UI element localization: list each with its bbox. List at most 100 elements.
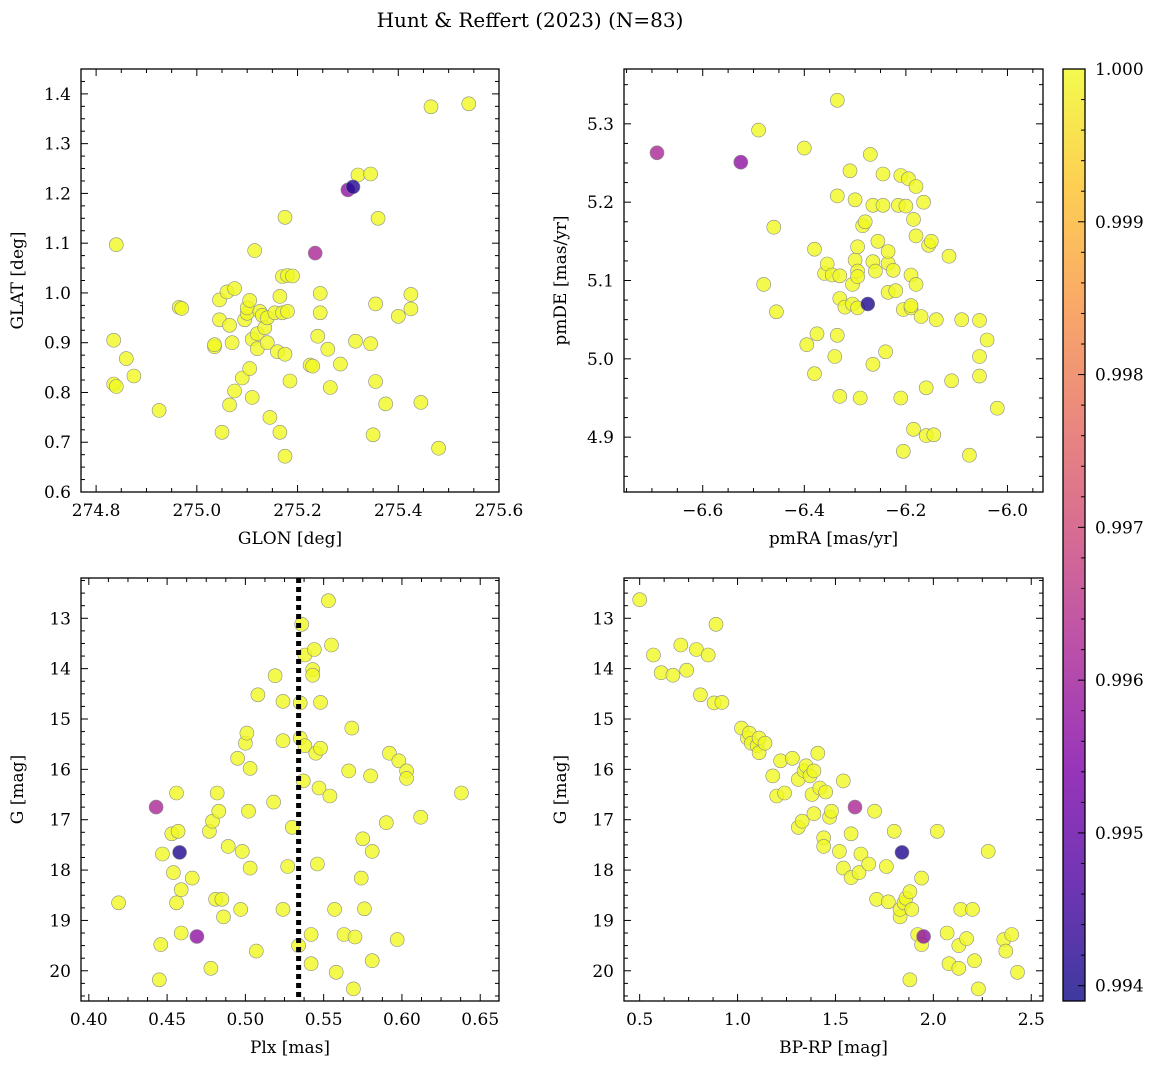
scatter-point <box>277 448 293 464</box>
scatter-point <box>923 234 939 249</box>
x-axis-label: pmRA [mas/yr] <box>769 529 898 549</box>
scatter-point <box>275 902 291 917</box>
scatter-point <box>327 902 342 917</box>
scatter-point <box>908 179 924 194</box>
scatter-point <box>908 228 924 244</box>
scatter-point <box>207 337 222 353</box>
scatter-point <box>886 823 902 839</box>
scatter-point <box>861 856 877 872</box>
scatter-point <box>363 166 378 182</box>
scatter-point <box>303 927 319 942</box>
scatter-point <box>679 662 695 678</box>
x-axis-label: GLON [deg] <box>238 529 342 549</box>
scatter-point <box>391 753 407 769</box>
scatter-point <box>378 396 394 412</box>
scatter-point <box>431 440 446 456</box>
scatter-point <box>368 296 383 312</box>
scatter-point <box>275 733 291 749</box>
scatter-point <box>230 750 245 766</box>
scatter-point <box>275 694 291 709</box>
scatter-point <box>312 286 328 301</box>
scatter-point <box>870 234 886 249</box>
x-tick-label: 0.55 <box>305 1010 343 1030</box>
scatter-point <box>816 839 832 854</box>
scatter-point <box>850 239 865 255</box>
scatter-point <box>807 366 822 382</box>
scatter-point <box>895 443 911 459</box>
y-tick-label: 1.3 <box>44 135 71 155</box>
scatter-point <box>216 909 231 925</box>
scatter-point <box>244 390 260 405</box>
scatter-point <box>313 740 328 756</box>
scatter-point <box>989 400 1005 416</box>
y-tick-label: 1.0 <box>44 284 71 304</box>
scatter-point <box>242 860 258 876</box>
y-tick-label: 16 <box>49 760 71 780</box>
scatter-point <box>998 943 1014 959</box>
points-bprp-g <box>632 592 1025 997</box>
scatter-point <box>282 373 298 389</box>
scatter-point <box>914 870 929 886</box>
scatter-point <box>857 214 873 230</box>
y-tick-label: 1.2 <box>44 184 71 204</box>
scatter-point <box>850 269 865 284</box>
scatter-point <box>203 960 219 976</box>
scatter-point <box>242 761 258 776</box>
scatter-point <box>259 335 275 351</box>
scatter-point <box>875 198 891 213</box>
scatter-point <box>929 823 945 839</box>
scatter-point <box>235 844 250 859</box>
x-tick-label: 275.4 <box>374 501 423 521</box>
scatter-point <box>333 356 348 372</box>
scatter-point <box>904 902 920 917</box>
scatter-point <box>344 720 360 736</box>
y-tick-label: 18 <box>49 861 71 881</box>
scatter-point <box>829 188 845 204</box>
scatter-point <box>906 421 921 437</box>
y-tick-label: 0.7 <box>44 433 71 453</box>
scatter-point <box>847 799 863 815</box>
scatter-point <box>665 667 681 683</box>
scatter-point <box>941 248 957 264</box>
scatter-point <box>879 859 894 874</box>
scatter-point <box>851 865 867 880</box>
scatter-point <box>1010 964 1025 980</box>
scatter-point <box>972 349 987 364</box>
scatter-point <box>818 784 834 800</box>
scatter-point <box>262 410 278 425</box>
scatter-point <box>944 373 959 389</box>
colorbar-gradient <box>1063 69 1085 1001</box>
scatter-point <box>649 145 665 161</box>
scatter-point <box>312 305 328 321</box>
scatter-point <box>297 738 313 754</box>
scatter-point <box>908 277 924 292</box>
scatter-point <box>806 763 822 779</box>
scatter-point <box>222 397 237 413</box>
scatter-point <box>152 972 167 988</box>
y-tick-label: 13 <box>49 609 71 629</box>
scatter-point <box>832 844 847 859</box>
scatter-point <box>413 395 429 410</box>
scatter-point <box>211 803 227 819</box>
y-tick-label: 19 <box>49 911 71 931</box>
scatter-point <box>322 380 338 395</box>
scatter-point <box>277 210 293 225</box>
scatter-point <box>785 750 800 766</box>
scatter-point <box>766 219 782 235</box>
scatter-point <box>423 99 439 115</box>
panel-bprp-g: 0.5 1.0 1.5 2.0 2.5 13 14 15 16 17 18 19 20 BP-RP [ma… <box>551 577 1045 1058</box>
scatter-point <box>341 763 357 779</box>
x-tick-label: 2.0 <box>920 1010 947 1030</box>
x-tick-label: 1.5 <box>822 1010 849 1030</box>
y-tick-label: 20 <box>592 962 614 982</box>
scatter-point <box>827 349 843 364</box>
scatter-point <box>233 902 248 917</box>
scatter-point <box>832 389 848 404</box>
scatter-point <box>155 846 170 862</box>
x-axis-label: Plx [mas] <box>250 1038 330 1058</box>
scatter-point <box>307 245 323 261</box>
scatter-point <box>867 803 882 819</box>
scatter-point <box>903 298 919 313</box>
scatter-point <box>174 301 189 316</box>
x-tick-label: 0.50 <box>226 1010 264 1030</box>
